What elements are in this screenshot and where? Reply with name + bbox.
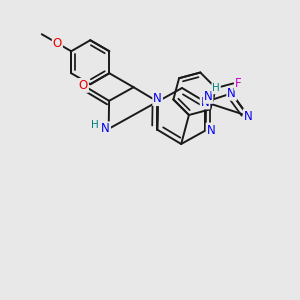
Text: N: N [227,87,236,100]
Text: N: N [204,90,212,103]
Text: O: O [79,79,88,92]
Text: N: N [244,110,253,122]
Text: H: H [212,83,220,93]
Text: O: O [53,37,62,50]
Text: H: H [91,120,98,130]
Text: N: N [153,92,162,105]
Text: N: N [101,122,110,135]
Text: N: N [201,95,209,109]
Text: N: N [207,124,215,136]
Text: F: F [235,77,242,90]
